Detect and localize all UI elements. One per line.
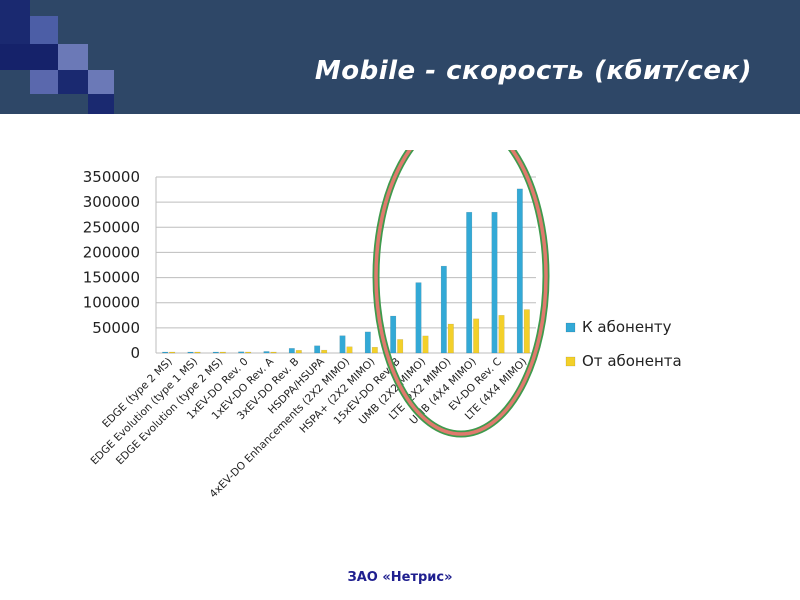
y-tick-label: 50000 xyxy=(92,319,140,337)
legend: К абоненту От абонента xyxy=(565,318,682,370)
decor-square xyxy=(88,70,114,94)
bar-from-subscriber xyxy=(397,339,404,354)
bar-from-subscriber xyxy=(473,318,480,354)
bar-from-subscriber xyxy=(321,349,328,354)
y-axis-ticks: 350000 300000 250000 200000 150000 100000 5000… xyxy=(83,168,140,362)
decor-square xyxy=(30,70,58,94)
legend-label: К абоненту xyxy=(582,318,672,336)
bar-to-subscriber xyxy=(415,282,422,354)
bar-to-subscriber xyxy=(238,351,245,354)
y-tick-label: 250000 xyxy=(83,218,140,236)
bar-from-subscriber xyxy=(270,351,277,354)
bar-from-subscriber xyxy=(523,309,530,354)
bar-from-subscriber xyxy=(295,350,302,354)
bar-to-subscriber xyxy=(491,211,498,354)
legend-swatch xyxy=(565,356,576,367)
y-tick-label: 0 xyxy=(130,344,140,362)
bar-from-subscriber xyxy=(219,351,226,354)
bar-to-subscriber xyxy=(263,351,270,354)
footer-company: ЗАО «Нетрис» xyxy=(347,570,453,585)
bar-to-subscriber xyxy=(339,335,346,354)
decor-square xyxy=(0,44,58,70)
bar-to-subscriber xyxy=(288,348,295,354)
bar-to-subscriber xyxy=(466,211,473,354)
decor-square xyxy=(58,44,88,70)
y-tick-label: 100000 xyxy=(83,294,140,312)
bar-to-subscriber xyxy=(212,351,219,354)
bar-to-subscriber xyxy=(187,351,194,354)
highlight-ellipse xyxy=(372,150,550,438)
bar-from-subscriber xyxy=(169,351,176,354)
bar-from-subscriber xyxy=(194,351,201,354)
bar-to-subscriber xyxy=(364,331,371,354)
decor-square xyxy=(30,16,58,44)
x-tick-label: EDGE Evolution (type 1 MS) xyxy=(88,356,200,468)
slide-header: Mobile - скорость (кбит/сек) xyxy=(0,0,800,114)
decor-square xyxy=(58,70,88,94)
decor-square xyxy=(0,0,30,44)
x-axis-ticks: EDGE (type 2 MS)EDGE Evolution (type 1 M… xyxy=(88,355,529,500)
decor-square xyxy=(88,94,114,114)
grid-lines xyxy=(155,176,536,354)
bar-to-subscriber xyxy=(390,315,397,354)
bars xyxy=(162,188,530,354)
bar-from-subscriber xyxy=(422,335,429,354)
y-tick-label: 300000 xyxy=(83,193,140,211)
legend-label: От абонента xyxy=(582,352,682,370)
bar-from-subscriber xyxy=(346,346,353,354)
bar-to-subscriber xyxy=(440,265,447,354)
speed-bar-chart: 350000 300000 250000 200000 150000 100000 5000… xyxy=(83,150,682,500)
bar-from-subscriber xyxy=(447,323,454,354)
bar-to-subscriber xyxy=(516,188,523,354)
slide-title: Mobile - скорость (кбит/сек) xyxy=(314,56,752,86)
x-tick-label: EDGE Evolution (type 2 MS) xyxy=(114,356,226,468)
bar-from-subscriber xyxy=(371,346,378,354)
bar-to-subscriber xyxy=(314,345,321,354)
y-tick-label: 200000 xyxy=(83,243,140,261)
bar-from-subscriber xyxy=(245,351,252,354)
legend-swatch xyxy=(565,322,576,333)
y-tick-label: 350000 xyxy=(83,168,140,186)
bar-to-subscriber xyxy=(162,351,169,354)
bar-from-subscriber xyxy=(498,315,505,354)
highlight-ellipse-inner xyxy=(374,150,548,436)
y-tick-label: 150000 xyxy=(83,269,140,287)
